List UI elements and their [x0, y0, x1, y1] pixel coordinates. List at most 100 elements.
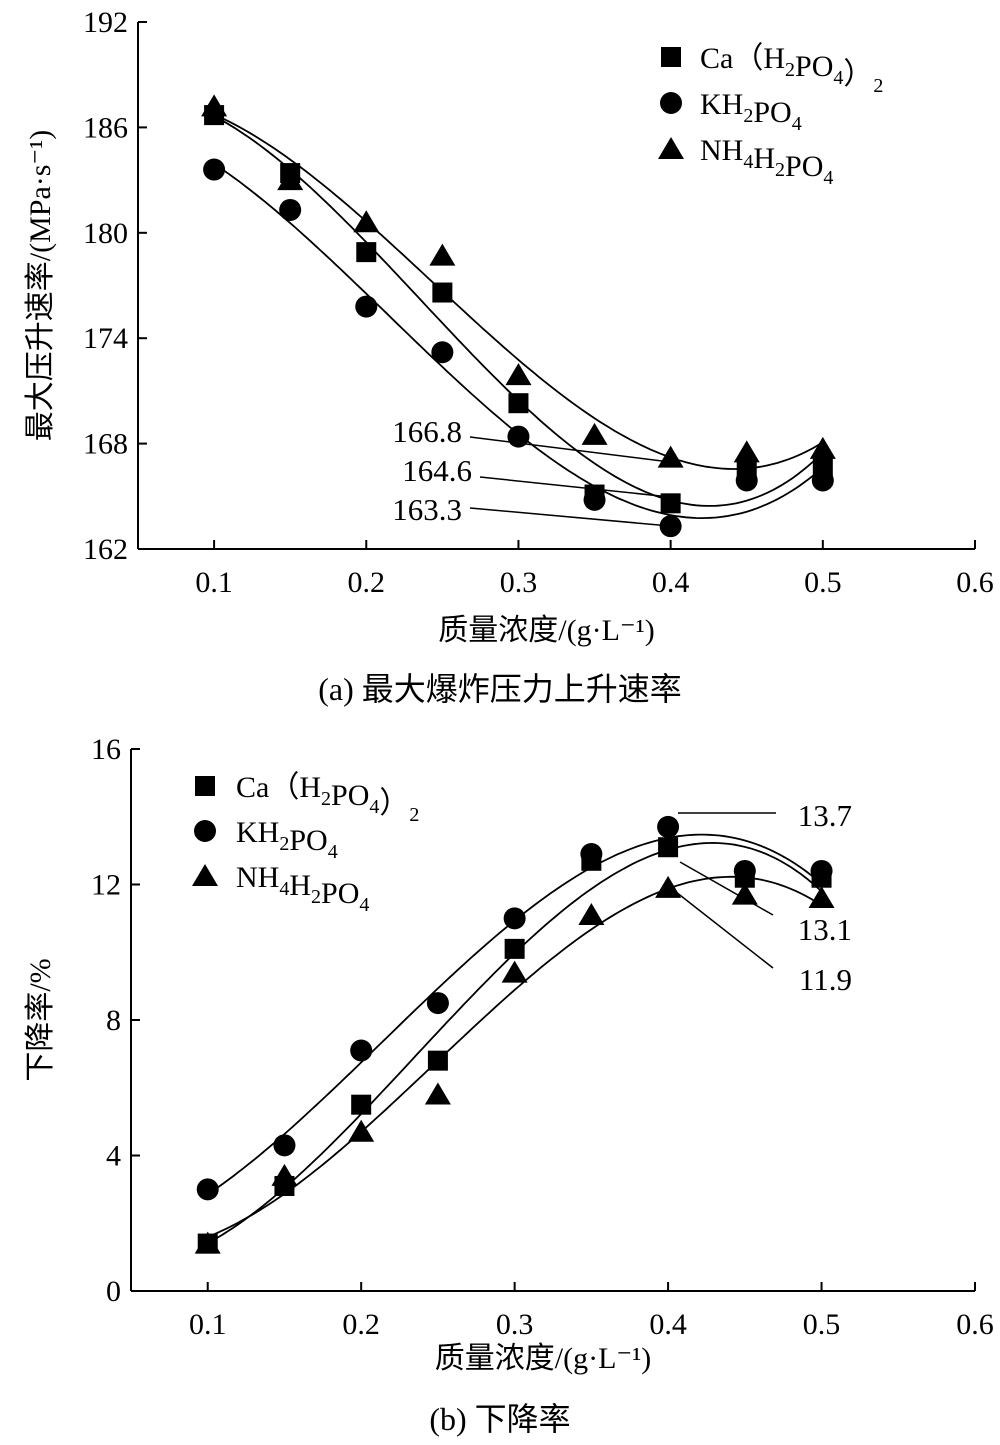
- data-point-square: [356, 242, 377, 263]
- legend-marker-circle: [194, 820, 216, 842]
- data-point-circle: [273, 1134, 296, 1157]
- data-point-square: [432, 282, 453, 303]
- fit-curve-circle: [213, 163, 824, 520]
- y-tick-label: 12: [91, 869, 121, 902]
- data-point-square: [427, 1050, 448, 1071]
- x-tick-label: 0.6: [956, 1308, 994, 1341]
- legend-marker-triangle: [658, 137, 684, 159]
- data-point-triangle: [655, 875, 682, 898]
- data-point-triangle: [578, 902, 605, 925]
- annotation-leader-line: [469, 507, 671, 527]
- x-tick-label: 0.1: [189, 1308, 227, 1341]
- data-point-circle: [735, 469, 758, 492]
- data-point-square: [508, 393, 529, 414]
- annotation-label: 13.1: [798, 912, 852, 947]
- y-tick-label: 8: [106, 1004, 121, 1037]
- data-point-circle: [657, 815, 680, 838]
- fit-curve-triangle: [213, 113, 824, 470]
- data-point-triangle: [505, 363, 532, 386]
- legend-label: NH4H2PO4: [700, 134, 833, 189]
- data-point-square: [351, 1094, 372, 1115]
- y-tick-label: 186: [83, 111, 128, 144]
- annotation-leader-line: [675, 891, 774, 969]
- x-tick-label: 0.4: [652, 566, 690, 599]
- data-point-square: [660, 493, 681, 514]
- x-tick-label: 0.5: [803, 1308, 841, 1341]
- legend-label: KH2PO4: [700, 88, 802, 135]
- annotation-label: 13.7: [798, 798, 852, 833]
- x-axis-title: 质量浓度/(g·L⁻¹): [435, 1342, 651, 1375]
- chart-b-decline-rate: 0 4 8 12 16 0.1 0.2 0.3 0.4 0.5 0.6 质量浓度/(g·L⁻¹) 下降率…: [24, 733, 994, 1437]
- y-tick-label: 0: [106, 1275, 121, 1308]
- data-point-triangle: [429, 243, 456, 266]
- data-point-square: [658, 837, 679, 858]
- y-tick-label: 4: [106, 1140, 121, 1173]
- legend-label: Ca（H2PO4）2: [700, 42, 883, 97]
- data-point-triangle: [501, 960, 528, 983]
- annotation-label: 166.8: [392, 414, 462, 449]
- data-point-circle: [810, 859, 833, 882]
- data-point-triangle: [809, 436, 836, 459]
- annotation-leader-line: [469, 436, 671, 463]
- data-point-circle: [203, 158, 226, 181]
- data-point-circle: [580, 843, 603, 866]
- legend-label: KH2PO4: [236, 816, 338, 863]
- data-point-circle: [583, 488, 606, 511]
- x-tick-label: 0.6: [956, 566, 994, 599]
- annotation-label: 11.9: [799, 962, 852, 997]
- x-axis-title: 质量浓度/(g·L⁻¹): [438, 614, 654, 647]
- data-point-triangle: [201, 94, 228, 117]
- x-tick-label: 0.4: [649, 1308, 687, 1341]
- y-tick-label: 168: [83, 428, 128, 461]
- data-point-circle: [811, 469, 834, 492]
- chart-a-max-pressure-rise-rate: 162 168 174 180 186 192 0.1 0.2 0.3 0.4 0.5 0.6 质量浓度…: [24, 6, 994, 707]
- legend-marker-circle: [660, 92, 682, 114]
- data-point-circle: [431, 341, 454, 364]
- data-point-circle: [659, 515, 682, 538]
- legend-marker-square: [661, 47, 681, 67]
- data-point-triangle: [194, 1231, 221, 1254]
- data-point-circle: [503, 907, 526, 930]
- x-tick-label: 0.2: [348, 566, 386, 599]
- x-tick-label: 0.1: [195, 566, 233, 599]
- x-tick-label: 0.3: [500, 566, 538, 599]
- y-tick-label: 180: [83, 217, 128, 250]
- data-point-square: [504, 938, 525, 959]
- data-point-circle: [733, 859, 756, 882]
- data-point-triangle: [733, 440, 760, 463]
- data-point-circle: [426, 992, 449, 1015]
- data-point-triangle: [657, 445, 684, 468]
- y-axis-title: 下降率/%: [24, 958, 57, 1081]
- legend-marker-square: [195, 776, 215, 796]
- y-tick-label: 16: [91, 733, 121, 766]
- data-point-circle: [355, 295, 378, 318]
- data-point-triangle: [581, 422, 608, 445]
- annotation-label: 164.6: [402, 453, 472, 488]
- data-point-circle: [279, 198, 302, 221]
- y-tick-label: 192: [83, 6, 128, 39]
- x-tick-label: 0.3: [496, 1308, 534, 1341]
- data-point-triangle: [348, 1119, 375, 1142]
- annotation-leader-line: [679, 861, 774, 916]
- data-point-triangle: [271, 1163, 298, 1186]
- legend-marker-triangle: [192, 864, 218, 886]
- data-point-circle: [350, 1039, 373, 1062]
- data-point-triangle: [808, 886, 835, 909]
- fit-curve-triangle: [207, 875, 822, 1238]
- y-tick-label: 174: [83, 322, 128, 355]
- data-point-triangle: [424, 1082, 451, 1105]
- figure-caption: (b) 下降率: [429, 1401, 570, 1437]
- data-point-triangle: [353, 210, 380, 233]
- x-tick-label: 0.2: [342, 1308, 380, 1341]
- annotation-leader-line: [479, 476, 671, 498]
- data-point-triangle: [277, 168, 304, 191]
- y-axis-title: 最大压升速率/(MPa·s⁻¹): [24, 130, 57, 441]
- x-tick-label: 0.5: [804, 566, 842, 599]
- legend-label: NH4H2PO4: [236, 861, 369, 916]
- data-point-circle: [196, 1178, 219, 1201]
- figure-caption: (a) 最大爆炸压力上升速率: [318, 671, 682, 707]
- annotation-label: 163.3: [392, 492, 462, 527]
- legend-label: Ca（H2PO4）2: [236, 771, 419, 826]
- data-point-triangle: [731, 882, 758, 905]
